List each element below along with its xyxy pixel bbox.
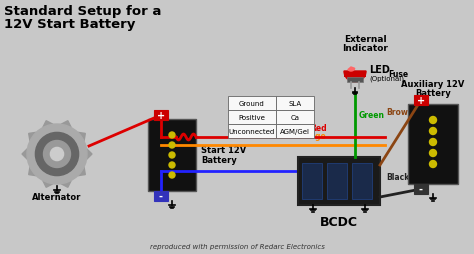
Text: Alternator: Alternator [32, 192, 82, 201]
Circle shape [169, 142, 175, 148]
Text: Ca: Ca [291, 115, 300, 121]
Circle shape [44, 141, 71, 168]
Polygon shape [29, 133, 36, 141]
Circle shape [27, 124, 87, 184]
Text: Battery: Battery [201, 156, 237, 165]
Text: Ground: Ground [239, 101, 265, 107]
FancyBboxPatch shape [276, 124, 314, 138]
Text: Auxiliary 12V: Auxiliary 12V [401, 80, 465, 89]
Circle shape [429, 139, 437, 146]
Polygon shape [78, 167, 85, 176]
Text: Battery: Battery [415, 89, 451, 98]
Text: Unconnected: Unconnected [229, 129, 275, 134]
Text: Fuse: Fuse [388, 70, 408, 79]
Polygon shape [61, 121, 71, 128]
FancyBboxPatch shape [148, 120, 196, 191]
FancyBboxPatch shape [327, 163, 347, 199]
Text: Green: Green [359, 110, 385, 120]
Polygon shape [78, 133, 85, 141]
FancyBboxPatch shape [352, 163, 372, 199]
Circle shape [169, 172, 175, 178]
Text: BCDC: BCDC [320, 215, 358, 228]
Circle shape [429, 117, 437, 124]
FancyBboxPatch shape [228, 97, 276, 110]
Polygon shape [61, 181, 71, 187]
Text: Blue: Blue [300, 174, 319, 183]
Text: Brown: Brown [386, 108, 413, 117]
Circle shape [429, 128, 437, 135]
FancyBboxPatch shape [414, 96, 428, 106]
Text: Black: Black [386, 172, 410, 181]
Text: (Optional): (Optional) [369, 75, 404, 82]
Text: -: - [419, 184, 423, 194]
Text: External: External [344, 35, 386, 44]
Text: SLA: SLA [289, 101, 301, 107]
Text: Fuse: Fuse [176, 124, 196, 133]
Polygon shape [43, 181, 53, 187]
Text: +: + [157, 110, 165, 121]
Circle shape [429, 161, 437, 168]
Text: Standard Setup for a: Standard Setup for a [4, 5, 161, 18]
Text: reproduced with permission of Redarc Electronics: reproduced with permission of Redarc Ele… [150, 243, 324, 249]
Text: LED: LED [369, 65, 390, 75]
FancyBboxPatch shape [408, 105, 458, 184]
Circle shape [50, 148, 64, 161]
Wedge shape [344, 72, 366, 83]
Polygon shape [29, 167, 36, 176]
Polygon shape [43, 121, 53, 128]
FancyBboxPatch shape [347, 78, 363, 83]
Circle shape [169, 152, 175, 158]
FancyBboxPatch shape [344, 72, 366, 78]
Wedge shape [348, 68, 355, 72]
Text: +: + [417, 96, 425, 106]
Circle shape [169, 133, 175, 138]
Text: -: - [159, 191, 163, 201]
Polygon shape [87, 149, 92, 160]
Polygon shape [22, 149, 27, 160]
FancyBboxPatch shape [302, 163, 322, 199]
FancyBboxPatch shape [154, 191, 168, 201]
FancyBboxPatch shape [228, 124, 276, 138]
Circle shape [169, 162, 175, 168]
Text: Orange: Orange [295, 132, 327, 140]
FancyBboxPatch shape [276, 110, 314, 124]
Text: Positive: Positive [238, 115, 265, 121]
Text: Red: Red [310, 123, 327, 133]
FancyBboxPatch shape [228, 110, 276, 124]
Text: Start 12V: Start 12V [201, 146, 246, 155]
Text: AGM/Gel: AGM/Gel [280, 129, 310, 134]
FancyBboxPatch shape [414, 184, 428, 194]
Circle shape [36, 133, 79, 176]
FancyBboxPatch shape [298, 157, 380, 205]
FancyBboxPatch shape [154, 110, 168, 121]
Text: 12V Start Battery: 12V Start Battery [4, 18, 136, 31]
Text: Indicator: Indicator [342, 44, 388, 53]
Circle shape [429, 150, 437, 157]
FancyBboxPatch shape [276, 97, 314, 110]
